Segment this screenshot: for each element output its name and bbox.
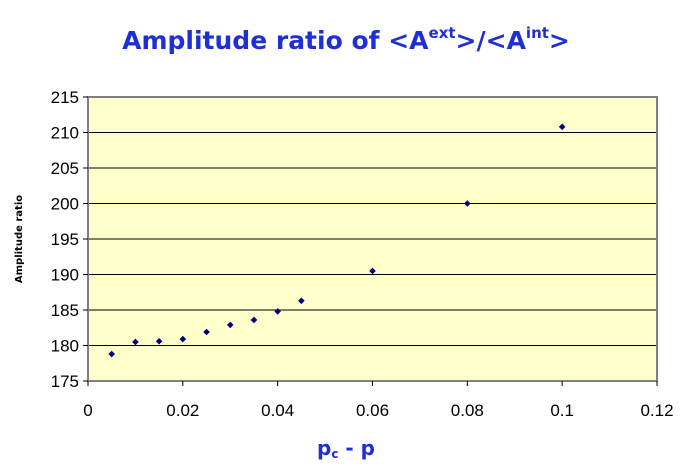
y-tick-label: 185	[51, 301, 79, 320]
data-point	[298, 297, 305, 305]
data-point	[464, 200, 471, 207]
title-text-2: >/<A	[455, 26, 526, 55]
y-tick-label: 210	[51, 124, 79, 143]
y-tick-label: 215	[51, 88, 79, 107]
data-point	[155, 337, 163, 345]
title-text-3: >	[548, 26, 570, 55]
data-point	[274, 308, 281, 315]
x-tick-label: 0.04	[261, 401, 294, 420]
title-sup-ext: ext	[428, 24, 456, 42]
y-tick-label: 180	[51, 337, 79, 356]
x-tick-label: 0.12	[640, 401, 673, 420]
y-tick-label: 195	[51, 230, 79, 249]
x-axis-label-rest: - p	[338, 436, 375, 460]
x-axis-label-p: p	[317, 436, 332, 460]
x-axis-label-sub: c	[331, 447, 339, 461]
data-point	[250, 316, 258, 324]
y-tick-label: 205	[51, 159, 79, 178]
x-tick-label: 0.08	[451, 401, 484, 420]
data-points	[108, 123, 566, 358]
title-text-1: Amplitude ratio of <A	[122, 26, 429, 55]
y-tick-label: 190	[51, 266, 79, 285]
data-point	[203, 328, 210, 336]
y-tick-label: 175	[51, 372, 79, 391]
x-tick-label: 0.06	[356, 401, 389, 420]
data-point	[132, 338, 139, 346]
x-axis-label: pc - p	[0, 436, 692, 460]
data-point	[179, 335, 187, 343]
x-tick-label: 0.02	[166, 401, 199, 420]
y-axis: 175 180 185 190 195 200 205 210 215	[51, 88, 88, 391]
chart-title: Amplitude ratio of <Aext>/<Aint>	[0, 24, 692, 56]
data-point	[369, 267, 376, 275]
data-point	[108, 350, 116, 358]
data-point	[226, 321, 234, 329]
y-axis-label: Amplitude ratio	[14, 195, 25, 283]
data-point	[558, 123, 566, 131]
title-sup-int: int	[525, 24, 549, 42]
x-tick-label: 0	[83, 401, 92, 420]
x-axis: 0 0.02 0.04 0.06 0.08 0.1 0.12	[83, 381, 674, 420]
x-tick-label: 0.1	[550, 401, 574, 420]
y-tick-label: 200	[51, 195, 79, 214]
